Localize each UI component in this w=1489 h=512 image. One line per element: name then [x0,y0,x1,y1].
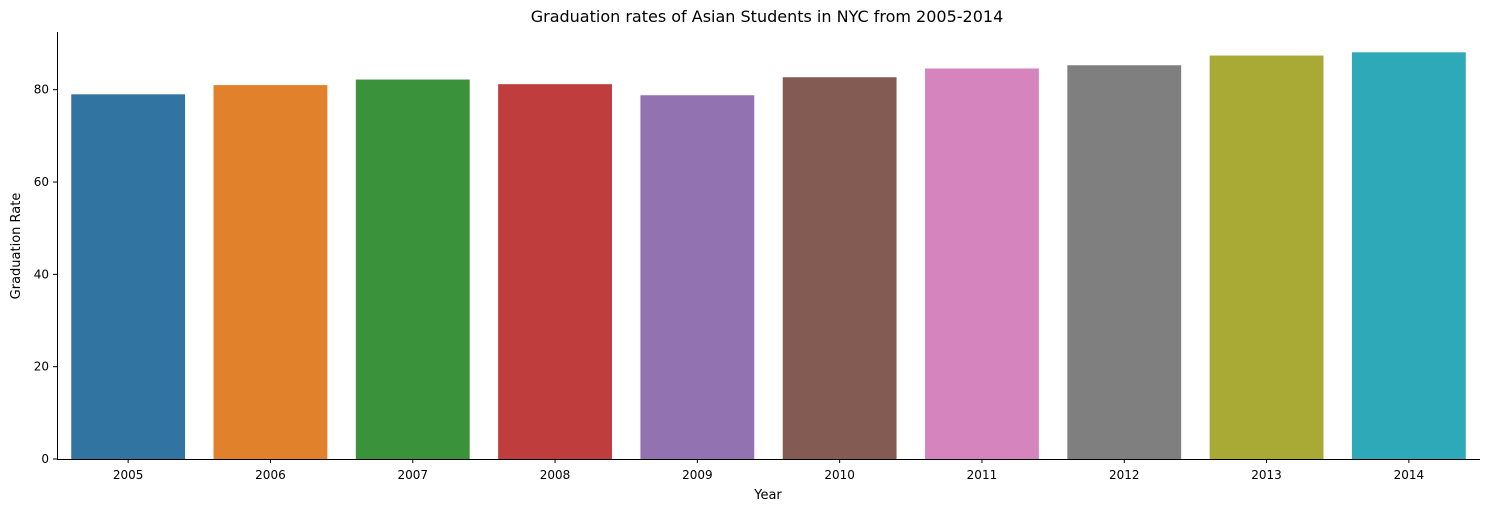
x-tick-label: 2011 [967,468,998,482]
y-tick-label: 80 [34,83,49,97]
bar-2013 [1209,55,1324,459]
x-tick-label: 2013 [1251,468,1282,482]
bars-layer [71,52,1466,460]
x-ticks-layer: 2005 2006 2007 2008 2009 2010 2011 2012 2013 2014 [113,459,1424,482]
bar-2007 [355,79,470,460]
y-ticks-layer: 0 20 40 60 80 [34,83,57,466]
y-axis-label: Graduation Rate [9,193,24,300]
x-tick-label: 2009 [682,468,713,482]
bar-2014 [1351,52,1466,460]
x-axis-label: Year [753,488,782,503]
x-tick-label: 2010 [824,468,855,482]
bar-2005 [71,94,186,459]
bar-2006 [213,85,328,459]
x-tick-label: 2006 [255,468,286,482]
x-tick-label: 2007 [397,468,428,482]
x-tick-label: 2014 [1394,468,1425,482]
x-tick-label: 2012 [1109,468,1140,482]
x-tick-label: 2008 [540,468,571,482]
bar-2009 [640,95,755,460]
bar-2010 [782,77,897,460]
bar-2011 [925,68,1039,459]
bar-2008 [498,84,612,459]
y-tick-label: 0 [41,452,49,466]
chart-title: Graduation rates of Asian Students in NY… [531,7,1004,26]
bar-2012 [1067,65,1182,460]
x-tick-label: 2005 [113,468,144,482]
y-tick-label: 60 [34,175,49,189]
y-tick-label: 20 [34,360,49,374]
y-tick-label: 40 [34,267,49,281]
